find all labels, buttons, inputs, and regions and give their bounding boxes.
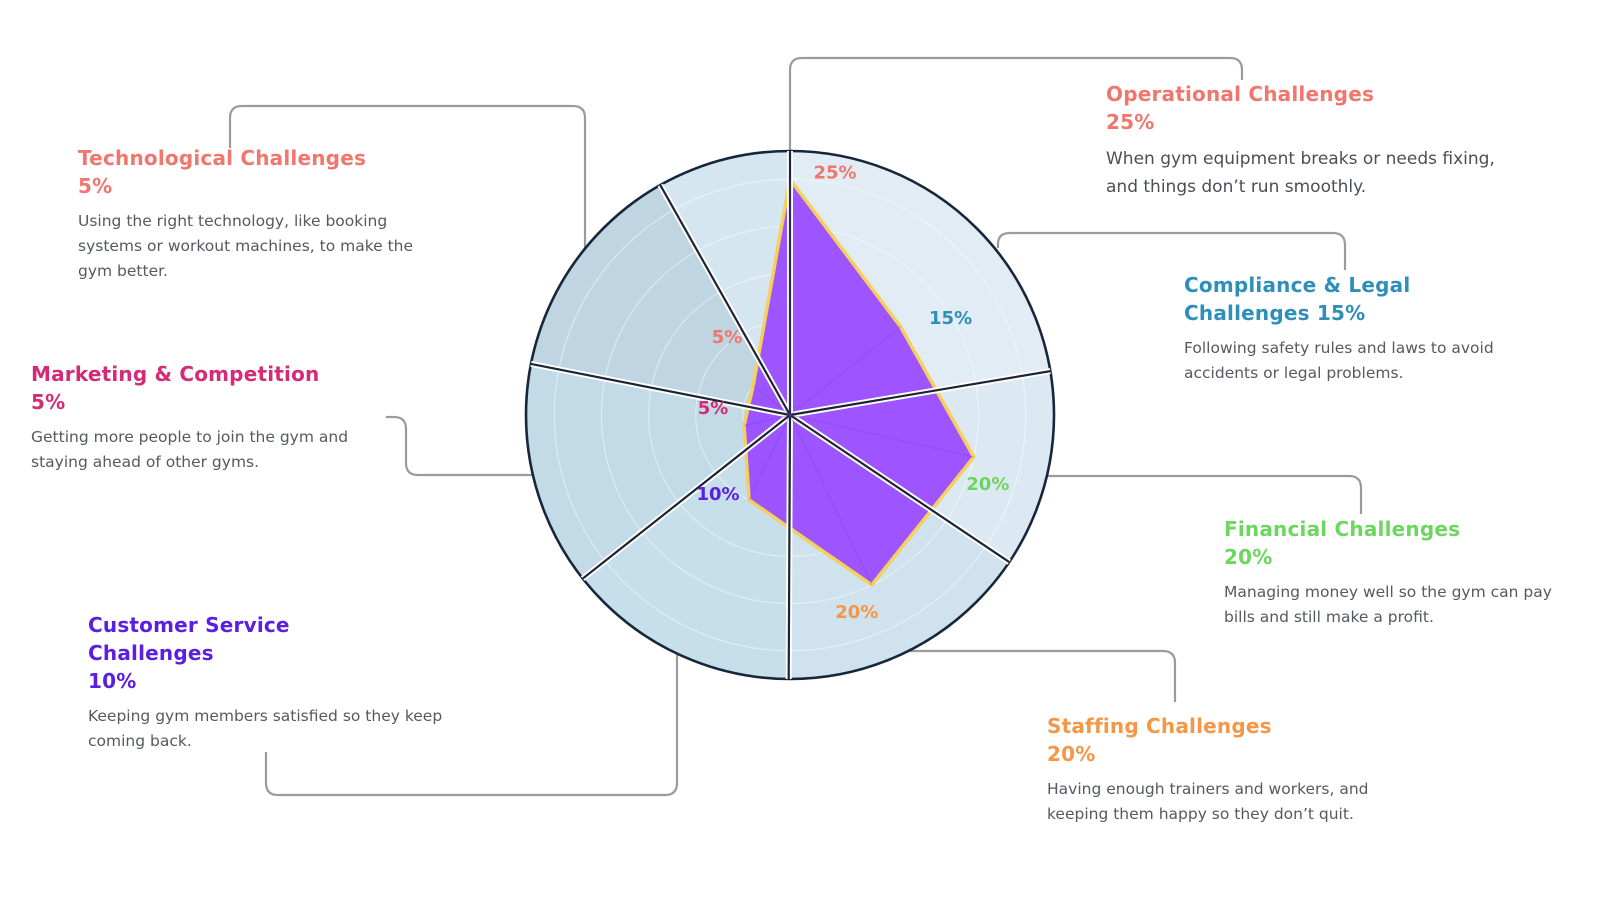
category-description-line: staying ahead of other gyms.	[31, 453, 260, 471]
chart-sector	[530, 185, 790, 415]
data-series-polygon	[742, 177, 976, 587]
category-description-line: coming back.	[88, 732, 192, 750]
category-description: Keeping gym members satisfied so they ke…	[88, 704, 442, 754]
chart-sector	[582, 415, 790, 679]
category-title: Technological Challenges 5%	[78, 144, 413, 200]
category-description-line: accidents or legal problems.	[1184, 364, 1404, 382]
category-title-line: Compliance & Legal	[1184, 273, 1411, 297]
category-title-line: Challenges 15%	[1184, 301, 1366, 325]
category-title: Compliance & Legal Challenges 15%	[1184, 271, 1494, 327]
category-customer-service: Customer Service Challenges 10% Keeping …	[88, 611, 442, 754]
category-description-line: gym better.	[78, 262, 168, 280]
data-axis	[789, 414, 974, 458]
category-description-line: Having enough trainers and workers, and	[1047, 780, 1369, 798]
category-description-line: and things don’t run smoothly.	[1106, 177, 1367, 197]
category-description-line: Managing money well so the gym can pay	[1224, 583, 1552, 601]
category-description-line: Getting more people to join the gym and	[31, 428, 349, 446]
category-description: When gym equipment breaks or needs fixin…	[1106, 145, 1495, 201]
category-value: 20%	[1047, 742, 1096, 766]
category-description: Getting more people to join the gym and …	[31, 425, 348, 475]
category-description: Managing money well so the gym can pay b…	[1224, 580, 1552, 630]
category-title: Operational Challenges 25%	[1106, 80, 1495, 136]
category-title-line: Financial Challenges	[1224, 517, 1461, 541]
data-axis	[748, 414, 791, 501]
category-compliance-legal: Compliance & Legal Challenges 15% Follow…	[1184, 271, 1494, 386]
category-technological: Technological Challenges 5% Using the ri…	[78, 144, 413, 284]
category-description-line: systems or workout machines, to make the	[78, 237, 414, 255]
value-label: 20%	[966, 474, 1009, 495]
chart-sector	[526, 363, 790, 579]
value-label: 5%	[698, 398, 729, 419]
value-label: 5%	[712, 327, 743, 348]
category-description: Having enough trainers and workers, and …	[1047, 777, 1369, 827]
sector-divider	[787, 414, 792, 680]
connector-line	[1045, 474, 1363, 514]
category-marketing-competition: Marketing & Competition 5% Getting more …	[31, 360, 348, 475]
category-title: Customer Service Challenges 10%	[88, 611, 442, 695]
data-axis	[789, 326, 901, 416]
category-title-line: Marketing & Competition	[31, 362, 320, 386]
value-labels: 25% 15% 20% 20% 10% 5% 5%	[696, 162, 1009, 623]
category-title-line: Challenges	[88, 641, 214, 665]
category-title-line: Technological Challenges	[78, 146, 367, 170]
category-description-line: Following safety rules and laws to avoid	[1184, 339, 1494, 357]
value-label: 15%	[929, 308, 972, 329]
category-description: Following safety rules and laws to avoid…	[1184, 336, 1494, 386]
connector-line	[788, 56, 1244, 152]
sector-divider	[789, 370, 1051, 417]
category-description-line: bills and still make a profit.	[1224, 608, 1434, 626]
category-title: Marketing & Competition 5%	[31, 360, 348, 416]
category-operational: Operational Challenges 25% When gym equi…	[1106, 80, 1495, 201]
category-description-line: keeping them happy so they don’t quit.	[1047, 805, 1354, 823]
sector-divider	[789, 414, 1010, 563]
category-value: 10%	[88, 669, 137, 693]
category-value: 5%	[31, 390, 66, 414]
connector-lines	[228, 56, 1363, 797]
category-title-line: Staffing Challenges	[1047, 714, 1272, 738]
sector-divider	[659, 184, 791, 416]
category-description-line: Keeping gym members satisfied so they ke…	[88, 707, 443, 725]
connector-line	[228, 104, 587, 250]
category-value: 25%	[1106, 110, 1155, 134]
category-value: 5%	[78, 174, 113, 198]
category-staffing: Staffing Challenges 20% Having enough tr…	[1047, 712, 1369, 827]
category-financial: Financial Challenges 20% Managing money …	[1224, 515, 1552, 630]
data-axis	[743, 414, 791, 426]
category-title-line: Customer Service	[88, 613, 290, 637]
category-value: 20%	[1224, 545, 1273, 569]
sector-divider	[582, 414, 791, 580]
chart-spokes	[530, 151, 1051, 680]
category-description: Using the right technology, like booking…	[78, 209, 413, 284]
category-title-line: Operational Challenges	[1106, 82, 1375, 106]
sector-divider	[530, 362, 791, 417]
connector-line	[264, 655, 679, 797]
data-axis	[789, 414, 873, 586]
value-label: 10%	[696, 484, 739, 505]
data-axis	[752, 385, 791, 416]
category-description-line: When gym equipment breaks or needs fixin…	[1106, 149, 1495, 169]
connector-line	[906, 649, 1177, 702]
connector-line	[996, 231, 1347, 270]
category-title: Financial Challenges 20%	[1224, 515, 1552, 571]
category-title: Staffing Challenges 20%	[1047, 712, 1369, 768]
value-label: 20%	[835, 602, 878, 623]
value-label: 25%	[813, 162, 856, 183]
chart-sector	[660, 151, 790, 415]
connector-line	[386, 415, 533, 477]
category-description-line: Using the right technology, like booking	[78, 212, 388, 230]
